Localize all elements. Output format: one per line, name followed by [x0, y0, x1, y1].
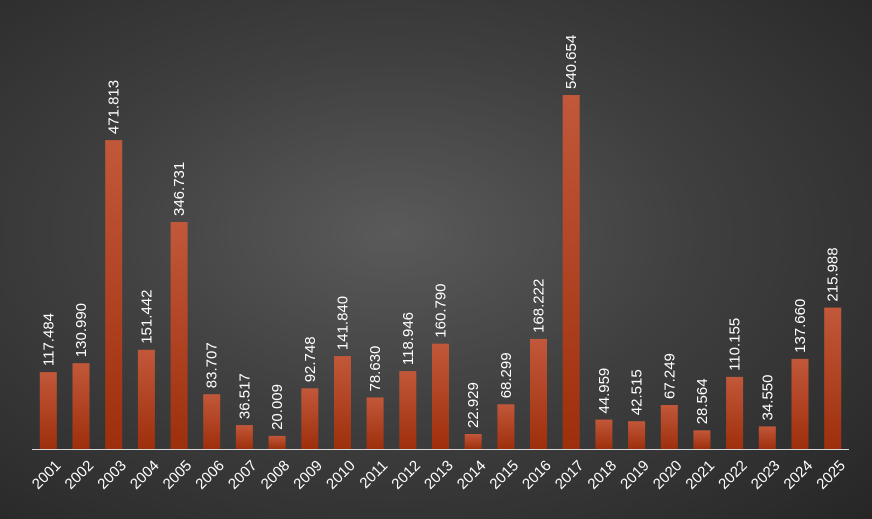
- bar-2008: [268, 435, 286, 449]
- x-tick-label-2004: 2004: [127, 457, 163, 493]
- value-label-2020: 67.249: [661, 353, 678, 399]
- bar-2019: [628, 421, 646, 449]
- bar-2005: [170, 222, 188, 449]
- value-label-2011: 78.630: [367, 346, 384, 392]
- value-label-2023: 34.550: [759, 375, 776, 421]
- value-label-2016: 168.222: [531, 279, 548, 333]
- bar-2017: [562, 95, 580, 449]
- bar-2018: [595, 419, 613, 449]
- x-tick-label-2013: 2013: [421, 457, 457, 493]
- x-tick-label-2019: 2019: [617, 457, 653, 493]
- value-label-2009: 92.748: [302, 336, 319, 382]
- x-tick-label-2005: 2005: [160, 457, 196, 493]
- bar-2022: [726, 376, 744, 449]
- value-label-2025: 215.988: [825, 247, 842, 301]
- value-label-2019: 42.515: [629, 369, 646, 415]
- value-label-2022: 110.155: [727, 318, 744, 371]
- x-tick-label-2006: 2006: [192, 457, 228, 493]
- x-tick-label-2003: 2003: [94, 457, 130, 493]
- value-labels-group: 117.484 130.990 471.813 151.442 346.731 83.70…: [40, 35, 841, 430]
- x-tick-labels-group: 2001200220032004200520062007200820092010…: [29, 457, 849, 493]
- x-tick-label-2015: 2015: [486, 457, 522, 493]
- value-label-2015: 68.299: [498, 352, 515, 398]
- value-label-2018: 44.959: [596, 368, 613, 414]
- x-tick-label-2014: 2014: [454, 457, 490, 493]
- bar-2001: [39, 372, 57, 449]
- x-tick-label-2002: 2002: [62, 457, 98, 493]
- x-tick-label-2010: 2010: [323, 457, 359, 493]
- value-label-2012: 118.946: [400, 312, 417, 365]
- x-tick-label-2018: 2018: [584, 457, 620, 493]
- bar-2009: [301, 388, 319, 449]
- bar-2002: [72, 363, 90, 449]
- x-tick-label-2008: 2008: [258, 457, 294, 493]
- x-tick-label-2020: 2020: [650, 457, 686, 493]
- bar-2006: [203, 394, 221, 449]
- x-tick-label-2025: 2025: [813, 457, 849, 493]
- bar-2003: [105, 140, 123, 449]
- bar-2013: [432, 343, 449, 449]
- x-tick-label-2009: 2009: [290, 457, 326, 493]
- bar-2016: [530, 338, 547, 449]
- x-tick-label-2022: 2022: [715, 457, 751, 493]
- value-label-2001: 117.484: [40, 313, 57, 366]
- bar-2010: [334, 356, 351, 449]
- value-label-2005: 346.731: [171, 162, 188, 216]
- x-tick-label-2007: 2007: [225, 457, 261, 493]
- bar-2024: [791, 358, 809, 449]
- bar-2015: [497, 404, 515, 449]
- x-tick-label-2016: 2016: [519, 457, 555, 493]
- bar-2021: [693, 430, 711, 449]
- bar-2011: [366, 397, 384, 449]
- x-tick-label-2023: 2023: [748, 457, 784, 493]
- bar-2012: [399, 371, 417, 449]
- value-label-2024: 137.660: [792, 299, 809, 353]
- bar-2004: [137, 349, 155, 449]
- value-label-2013: 160.790: [433, 283, 450, 337]
- value-label-2003: 471.813: [106, 80, 123, 134]
- bar-2020: [660, 405, 678, 449]
- value-label-2008: 20.009: [269, 384, 286, 430]
- x-tick-label-2021: 2021: [682, 457, 718, 493]
- value-label-2014: 22.929: [465, 382, 482, 428]
- x-tick-label-2011: 2011: [356, 457, 391, 492]
- bars-group: [39, 95, 842, 449]
- x-tick-label-2024: 2024: [781, 457, 817, 493]
- bar-2025: [824, 307, 842, 449]
- x-tick-label-2017: 2017: [552, 457, 588, 493]
- value-label-2004: 151.442: [138, 290, 155, 344]
- value-label-2021: 28.564: [694, 378, 711, 424]
- value-label-2006: 83.707: [204, 342, 221, 388]
- bar-2023: [758, 426, 776, 449]
- x-tick-label-2012: 2012: [388, 457, 424, 493]
- value-label-2017: 540.654: [563, 35, 580, 89]
- value-label-2007: 36.517: [236, 373, 253, 419]
- value-label-2010: 141.840: [335, 296, 352, 350]
- x-tick-label-2001: 2001: [29, 457, 65, 493]
- bar-2014: [464, 434, 482, 449]
- bar-2007: [235, 425, 253, 449]
- value-label-2002: 130.990: [73, 303, 90, 357]
